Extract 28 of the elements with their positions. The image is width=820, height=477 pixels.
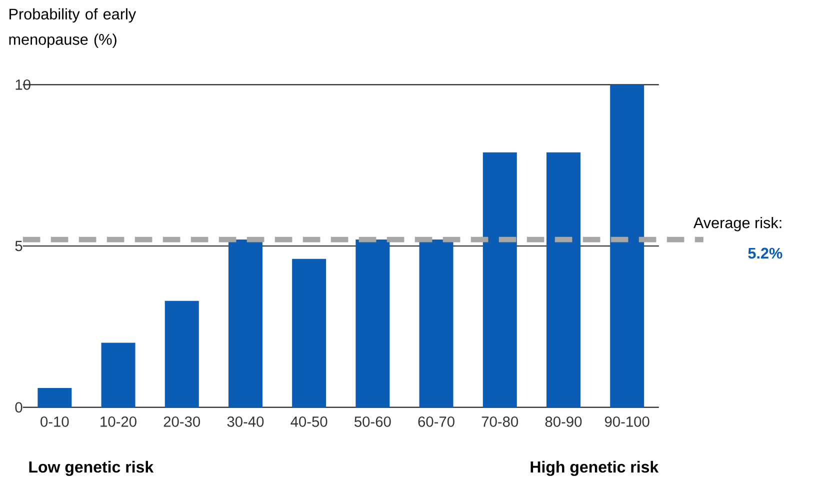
bar <box>546 152 580 408</box>
x-tick-label: 20-30 <box>164 416 200 427</box>
y-tick-label: 5 <box>15 240 22 251</box>
bar <box>292 258 326 408</box>
text: 5.2% <box>748 248 782 258</box>
x-tick-label: 70-80 <box>482 416 518 427</box>
y-tick-label: 10 <box>16 79 30 90</box>
x-tick-label: 30-40 <box>227 416 264 427</box>
bar <box>38 388 72 408</box>
bar <box>419 239 454 408</box>
text: High genetic risk <box>530 460 659 476</box>
bar <box>228 239 262 408</box>
bar <box>610 84 644 408</box>
x-tick-label: 10-20 <box>100 416 136 427</box>
x-tick-label: 80-90 <box>545 416 582 427</box>
bar <box>164 300 199 408</box>
y-axis-title: Probability of early menopause (%) <box>9 8 136 48</box>
bar <box>356 239 390 408</box>
x-tick-label: 0-10 <box>40 416 69 427</box>
bar <box>482 152 517 408</box>
text: Low genetic risk <box>29 460 154 476</box>
x-tick-label: 90-100 <box>604 416 650 427</box>
x-tick-label: 40-50 <box>290 416 328 427</box>
y-tick-label: 0 <box>15 402 22 412</box>
x-tick-label: 60-70 <box>418 416 454 427</box>
bar <box>101 342 136 408</box>
x-tick-label: 50-60 <box>354 416 391 427</box>
ref-line-label: Average risk: <box>693 216 782 232</box>
